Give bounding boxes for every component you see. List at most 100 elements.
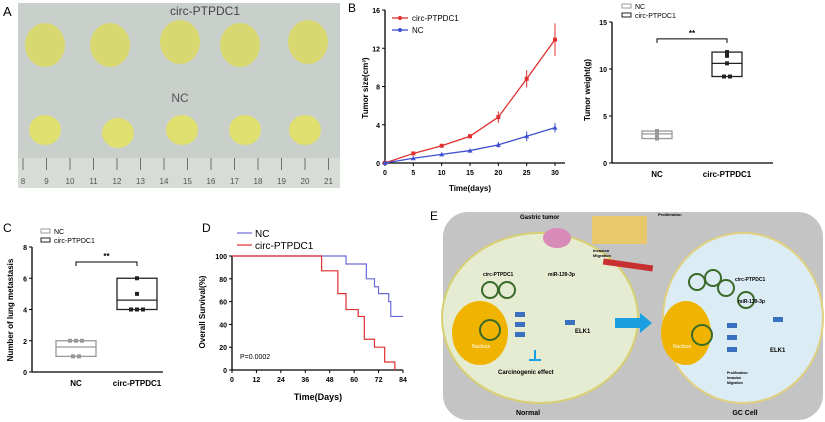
data-point — [74, 338, 78, 343]
significance-bracket — [656, 38, 728, 43]
data-point — [411, 151, 416, 156]
tumor-nc — [166, 115, 198, 145]
legend-marker — [621, 3, 632, 9]
data-point — [725, 50, 729, 55]
tumor-circ — [220, 23, 260, 67]
legend-label: NC — [255, 229, 269, 240]
survival-curve — [232, 255, 396, 370]
survival-curve — [232, 255, 403, 318]
data-point — [135, 307, 139, 312]
stomach-icon — [543, 228, 571, 248]
gc-circ-label: circ-PTPDC1 — [735, 277, 766, 283]
box — [55, 340, 97, 358]
legend-marker — [398, 28, 402, 32]
ruler-tick-label: 8 — [21, 177, 26, 186]
legend-marker — [40, 228, 51, 234]
panel-label-a: A — [3, 4, 12, 19]
x-tick-label: 15 — [466, 170, 474, 177]
panel-label-e: E — [430, 209, 438, 223]
data-point — [468, 134, 472, 139]
ruler-tick-label: 19 — [277, 177, 286, 186]
y-tick-label: 16 — [372, 8, 380, 15]
y-tick-label: 10 — [599, 67, 607, 74]
legend-label: circ-PTPDC1 — [255, 241, 314, 252]
data-point — [439, 151, 445, 157]
y-tick-label: 0 — [223, 368, 227, 375]
x-tick-label: circ-PTPDC1 — [113, 379, 162, 388]
y-tick-label: 8 — [23, 245, 27, 252]
x-tick-label: 72 — [375, 377, 383, 384]
data-point — [725, 61, 729, 66]
tumor-circ — [160, 20, 200, 64]
ruler-tick-label: 20 — [301, 177, 310, 186]
normal-nucleus-label: Nucleus — [472, 344, 491, 350]
legend-label: NC — [412, 26, 424, 35]
normal-title: Normal — [516, 410, 540, 417]
ruler-tick-label: 16 — [207, 177, 216, 186]
y-tick-label: 0 — [376, 161, 380, 168]
ruler-tick-label: 10 — [66, 177, 75, 186]
photo-top-label: circ-PTPDC1 — [170, 4, 240, 18]
data-point — [655, 129, 659, 134]
panel-label-d: D — [202, 221, 211, 235]
legend-marker — [621, 12, 632, 18]
x-tick-label: NC — [70, 379, 82, 388]
x-tick-label: 0 — [383, 170, 387, 177]
ruler-tick-label: 17 — [230, 177, 239, 186]
ruler-tick-label: 14 — [160, 177, 169, 186]
data-point — [129, 307, 133, 312]
gc-mir-label: miR-139-3p — [738, 299, 765, 305]
x-tick-label: 10 — [438, 170, 446, 177]
x-tick-label: 25 — [523, 170, 531, 177]
tumor-circ — [25, 23, 65, 67]
y-tick-label: 20 — [219, 345, 227, 352]
data-point — [382, 160, 388, 165]
ruler-tick-label: 12 — [113, 177, 122, 186]
legend-label: NC — [54, 229, 64, 236]
data-point — [141, 307, 145, 312]
data-point — [467, 148, 473, 153]
ruler-tick-label: 21 — [324, 177, 333, 186]
legend-label: circ-PTPDC1 — [412, 14, 459, 23]
circrna-icon — [498, 281, 516, 299]
tumor-nc — [102, 118, 134, 148]
ruler-tick-label: 15 — [183, 177, 192, 186]
y-tick-label: 40 — [219, 322, 227, 329]
ruler-tick-label: 9 — [44, 177, 49, 186]
x-tick-label: 36 — [301, 377, 309, 384]
panel-a: A 8 9 10 11 12 13 14 15 16 17 18 19 20 21 circ-PTPDC1… — [3, 3, 340, 188]
legend-marker — [40, 237, 51, 243]
data-point — [439, 143, 444, 148]
invasion-label: Invasion — [593, 248, 610, 253]
data-point — [135, 291, 139, 296]
y-tick-label: 60 — [219, 300, 227, 307]
ruler-tick-label: 18 — [254, 177, 263, 186]
data-point — [496, 115, 501, 120]
legend-label: circ-PTPDC1 — [635, 13, 676, 20]
gc-proliferation-label: Proliferation — [727, 371, 748, 375]
y-tick-label: 5 — [603, 114, 607, 121]
data-point — [722, 74, 726, 79]
panel-label-c: C — [3, 221, 12, 235]
tumor-circ — [288, 20, 328, 64]
y-axis-label: Overall Survival(%) — [198, 275, 207, 348]
x-axis-label: Time(Days) — [294, 392, 342, 402]
y-tick-label: 100 — [215, 254, 227, 261]
normal-mir-label: miR-139-3p — [548, 272, 575, 278]
data-point — [135, 276, 139, 281]
data-point — [71, 354, 75, 359]
y-axis-label: Tumor size(cm³) — [361, 57, 370, 119]
x-tick-label: NC — [651, 170, 663, 179]
legend-label: NC — [635, 4, 645, 11]
y-tick-label: 15 — [599, 20, 607, 27]
tumor-nc — [229, 115, 261, 145]
gc-invasion-label: Invasion — [727, 376, 741, 380]
legend-marker — [398, 16, 402, 20]
y-tick-label: 2 — [23, 339, 27, 346]
proliferation-label: Proliferation — [658, 212, 682, 217]
y-tick-label: 4 — [376, 123, 380, 130]
x-tick-label: 0 — [230, 377, 234, 384]
y-tick-label: 80 — [219, 277, 227, 284]
x-tick-label: 60 — [350, 377, 358, 384]
data-point — [77, 354, 81, 359]
